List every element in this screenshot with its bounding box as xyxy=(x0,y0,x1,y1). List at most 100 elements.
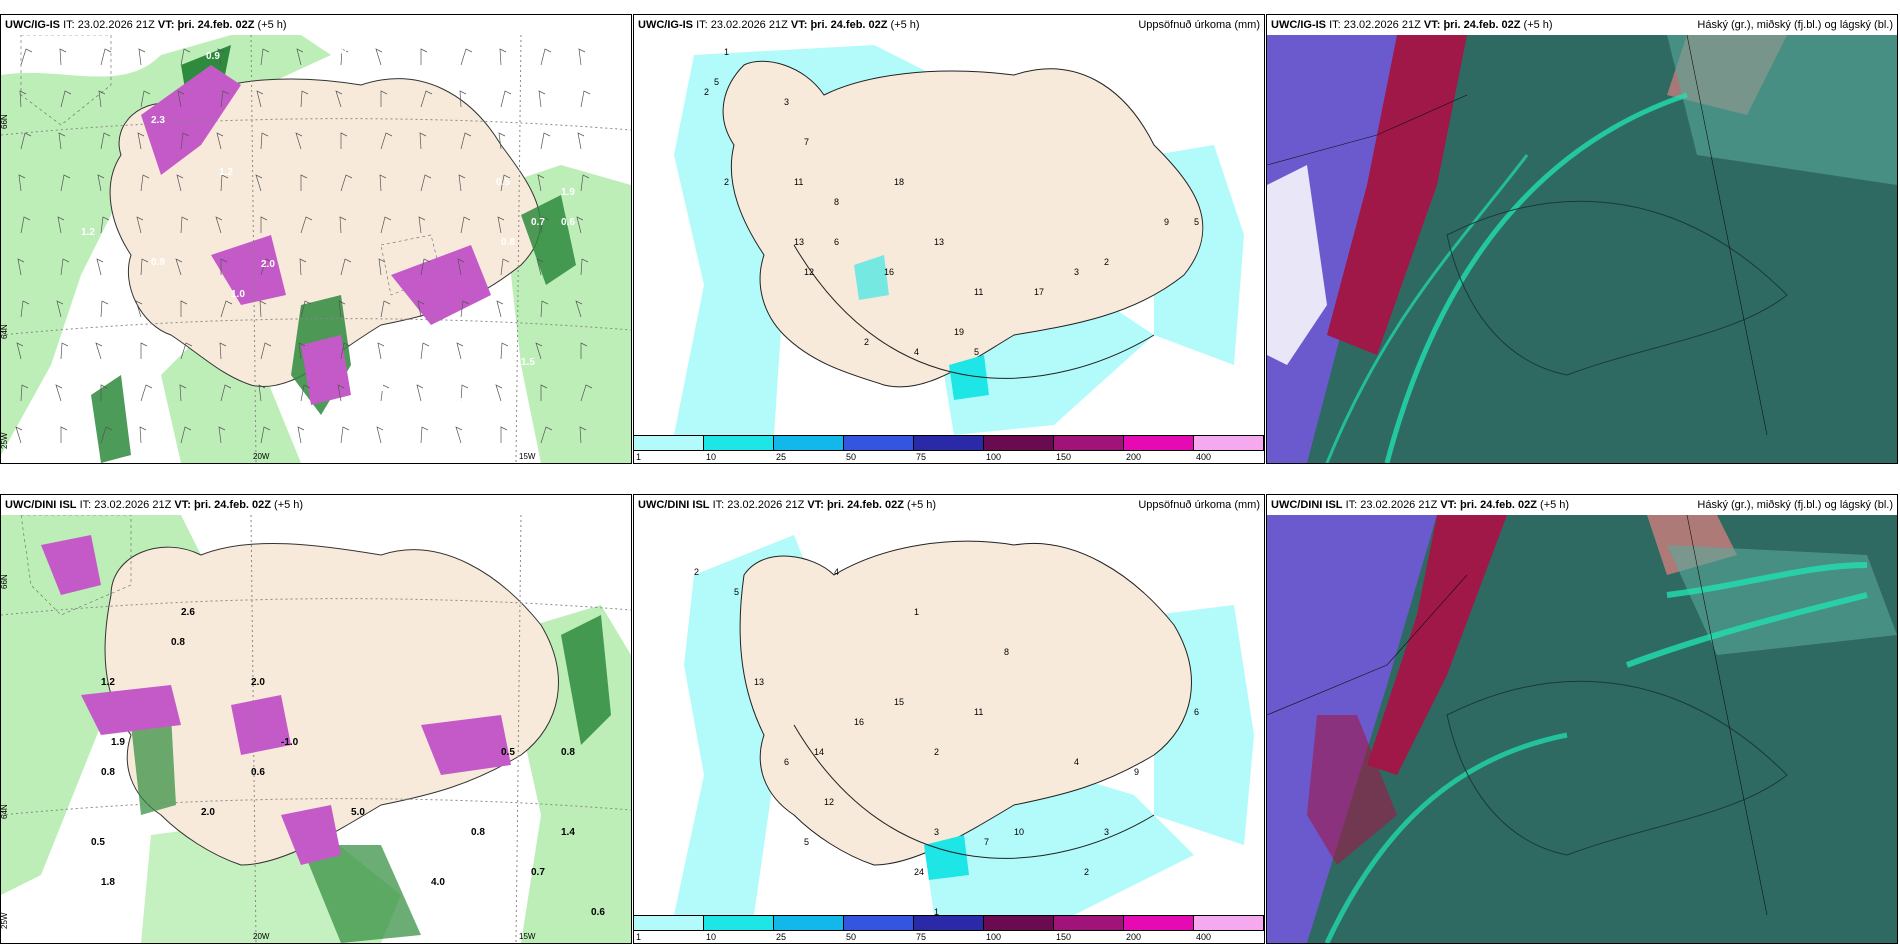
value-label: 6 xyxy=(784,757,789,767)
legend-swatch xyxy=(634,916,704,930)
value-label: 2 xyxy=(1104,257,1109,267)
wind-barb xyxy=(576,216,584,234)
value-label: 2 xyxy=(694,567,699,577)
precip-panel-bottom: UWC/DINI ISL IT: 23.02.2026 21Z VT: þri.… xyxy=(633,494,1265,944)
wind-barb xyxy=(256,90,264,108)
wind-barb xyxy=(540,216,550,234)
wind-barb xyxy=(19,90,27,108)
wind-barb xyxy=(57,216,65,234)
value-label: 15 xyxy=(894,697,904,707)
wind-barb xyxy=(578,48,586,66)
wind-barb xyxy=(260,342,272,360)
wind-barb xyxy=(455,426,463,444)
wind-map[interactable]: 0.3 2.3 0.9 0.6 1.2 0.5 0.7 1.1 0.8 1.0 2.0 3.1 0.5 1… xyxy=(1,35,631,463)
legend-swatch xyxy=(914,436,984,450)
wind-barb xyxy=(458,174,466,192)
lon-label: 15W xyxy=(519,932,536,941)
wind-barb xyxy=(218,426,226,444)
wind-barb xyxy=(337,384,345,402)
panel-header: UWC/DINI ISL IT: 23.02.2026 21Z VT: þri.… xyxy=(634,495,1264,515)
wind-barb xyxy=(20,216,31,234)
wind-barb xyxy=(580,342,588,359)
wind-barb xyxy=(340,342,351,360)
cloud-panel-top: UWC/IG-IS IT: 23.02.2026 21Z VT: þri. 24… xyxy=(1266,14,1898,464)
wind-map[interactable]: 2.6 0.8 1.2 2.0 -1.0 0.6 1.9 0.8 2.0 0.5 1.8 0.8 1.4… xyxy=(1,515,631,943)
wind-barb xyxy=(340,174,353,192)
wind-barb xyxy=(220,384,232,402)
wind-barb xyxy=(140,342,148,359)
legend-tick: 1 xyxy=(636,932,642,942)
legend-swatch xyxy=(1054,436,1124,450)
value-label: 5 xyxy=(714,77,719,87)
cloud-map[interactable] xyxy=(1267,35,1897,463)
wind-barb xyxy=(98,90,106,108)
value-label: 12 xyxy=(824,797,834,807)
wind-barb xyxy=(536,258,544,276)
wind-barb xyxy=(460,132,472,150)
value-label: 1.9 xyxy=(111,737,125,748)
wind-barb xyxy=(375,48,383,66)
wind-barb xyxy=(459,90,467,108)
panel-header: UWC/IG-IS IT: 23.02.2026 21Z VT: þri. 24… xyxy=(1,15,631,35)
wind-barb xyxy=(299,258,307,276)
wind-barb xyxy=(58,132,66,150)
wind-barb xyxy=(56,300,64,318)
legend-swatch xyxy=(1124,436,1194,450)
wind-barb xyxy=(59,48,67,66)
value-label: 3 xyxy=(784,97,789,107)
legend-swatch xyxy=(774,436,844,450)
value-label: 5 xyxy=(974,347,979,357)
cloud-map[interactable] xyxy=(1267,515,1897,943)
wind-barb xyxy=(580,384,593,402)
legend-tick: 400 xyxy=(1196,452,1212,462)
value-label: 0.6 xyxy=(561,217,575,228)
legend-tick: 10 xyxy=(706,932,717,942)
value-label: 5 xyxy=(1194,217,1199,227)
value-label: 6 xyxy=(834,237,839,247)
value-label: 0.5 xyxy=(91,837,105,848)
value-label: 0.5 xyxy=(501,747,515,758)
wind-barb xyxy=(18,174,26,192)
lon-label: 20W xyxy=(253,452,270,461)
wind-barb xyxy=(17,258,25,276)
wind-barb xyxy=(219,342,227,360)
wind-barb xyxy=(417,300,425,318)
wind-barb xyxy=(457,258,465,276)
wind-barb xyxy=(416,384,424,402)
panel-title: Háský (gr.), miðský (fj.bl.) og lágský (… xyxy=(1697,499,1893,511)
wind-barb xyxy=(60,342,69,360)
wind-barb xyxy=(497,216,505,234)
wind-barb xyxy=(340,426,350,444)
legend-swatch xyxy=(704,916,774,930)
value-label: 7 xyxy=(804,137,809,147)
value-label: 4.0 xyxy=(431,877,445,888)
value-label: 2.0 xyxy=(251,677,265,688)
value-label: 0.5 xyxy=(451,397,465,408)
wind-barb xyxy=(100,216,110,234)
value-label: 0.6 xyxy=(591,907,605,918)
value-label: 5.0 xyxy=(351,807,365,818)
value-label: 3 xyxy=(934,827,939,837)
legend-tick: 50 xyxy=(846,932,857,942)
wind-barb xyxy=(376,426,384,444)
value-label: 17 xyxy=(1034,287,1044,297)
wind-barb xyxy=(180,48,191,66)
wind-barb xyxy=(140,90,151,108)
wind-barb xyxy=(495,384,503,402)
value-label: 14 xyxy=(814,747,824,757)
wind-barb xyxy=(380,300,391,318)
lon-label: 15W xyxy=(519,452,536,461)
value-label: 6 xyxy=(1194,707,1199,717)
value-label: 16 xyxy=(884,267,894,277)
value-label: 11 xyxy=(974,707,983,717)
wind-barb xyxy=(380,216,392,234)
value-label: 1 xyxy=(914,607,919,617)
legend-tick: 50 xyxy=(846,452,857,462)
wind-barb xyxy=(175,258,183,276)
legend-swatch xyxy=(1054,916,1124,930)
value-label: 11 xyxy=(794,177,803,187)
wind-barb xyxy=(300,174,308,191)
value-label: 1.2 xyxy=(101,677,115,688)
